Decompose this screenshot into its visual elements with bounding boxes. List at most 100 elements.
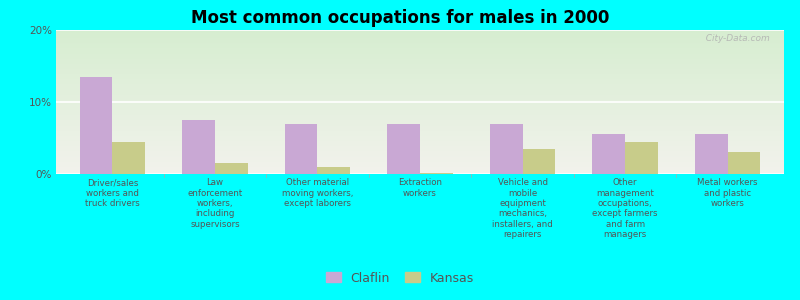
Bar bbox=[56, 124, 784, 125]
Bar bbox=[56, 149, 784, 150]
Bar bbox=[56, 34, 784, 35]
Bar bbox=[56, 65, 784, 66]
Bar bbox=[56, 43, 784, 44]
Bar bbox=[56, 60, 784, 61]
Bar bbox=[56, 154, 784, 155]
Bar bbox=[56, 64, 784, 65]
Bar bbox=[318, 167, 350, 174]
Bar bbox=[56, 89, 784, 90]
Bar bbox=[56, 122, 784, 123]
Bar bbox=[56, 151, 784, 152]
Bar bbox=[56, 97, 784, 98]
Bar bbox=[56, 74, 784, 75]
Bar bbox=[56, 147, 784, 148]
Bar bbox=[56, 58, 784, 59]
Bar bbox=[56, 37, 784, 38]
Bar bbox=[56, 108, 784, 109]
Bar bbox=[56, 106, 784, 107]
Bar bbox=[490, 124, 522, 174]
Bar bbox=[56, 148, 784, 149]
Bar bbox=[56, 31, 784, 32]
Bar bbox=[56, 144, 784, 145]
Legend: Claflin, Kansas: Claflin, Kansas bbox=[319, 265, 481, 291]
Bar bbox=[56, 93, 784, 94]
Bar bbox=[694, 134, 728, 174]
Bar bbox=[56, 71, 784, 72]
Bar bbox=[56, 92, 784, 93]
Bar bbox=[56, 75, 784, 76]
Bar bbox=[56, 127, 784, 128]
Bar bbox=[56, 161, 784, 162]
Bar bbox=[56, 162, 784, 163]
Bar bbox=[56, 77, 784, 78]
Bar bbox=[420, 172, 453, 174]
Bar bbox=[56, 36, 784, 37]
Bar bbox=[56, 160, 784, 161]
Bar bbox=[56, 131, 784, 132]
Bar bbox=[56, 130, 784, 131]
Bar bbox=[56, 110, 784, 111]
Bar bbox=[56, 55, 784, 56]
Bar bbox=[56, 172, 784, 173]
Bar bbox=[56, 114, 784, 115]
Bar bbox=[56, 173, 784, 174]
Bar bbox=[56, 150, 784, 151]
Bar bbox=[56, 170, 784, 171]
Bar bbox=[56, 165, 784, 166]
Bar bbox=[56, 76, 784, 77]
Bar bbox=[56, 48, 784, 49]
Bar bbox=[56, 157, 784, 158]
Bar bbox=[56, 80, 784, 81]
Bar bbox=[56, 135, 784, 136]
Bar bbox=[182, 120, 215, 174]
Bar bbox=[56, 103, 784, 104]
Bar bbox=[56, 70, 784, 71]
Bar bbox=[56, 68, 784, 69]
Bar bbox=[56, 116, 784, 117]
Bar bbox=[56, 105, 784, 106]
Bar bbox=[56, 123, 784, 124]
Bar bbox=[56, 32, 784, 33]
Bar bbox=[387, 124, 420, 174]
Bar bbox=[728, 152, 761, 174]
Text: Most common occupations for males in 2000: Most common occupations for males in 200… bbox=[191, 9, 609, 27]
Bar bbox=[56, 96, 784, 97]
Bar bbox=[56, 132, 784, 133]
Bar bbox=[56, 163, 784, 164]
Bar bbox=[56, 166, 784, 167]
Bar bbox=[522, 149, 555, 174]
Bar bbox=[79, 77, 112, 174]
Bar bbox=[112, 142, 146, 174]
Bar bbox=[56, 41, 784, 42]
Bar bbox=[56, 169, 784, 170]
Bar bbox=[56, 46, 784, 47]
Bar bbox=[56, 136, 784, 137]
Bar bbox=[56, 39, 784, 40]
Bar bbox=[56, 113, 784, 114]
Bar bbox=[56, 82, 784, 83]
Bar bbox=[215, 163, 248, 174]
Bar bbox=[56, 88, 784, 89]
Bar bbox=[56, 57, 784, 58]
Bar bbox=[56, 62, 784, 63]
Bar bbox=[56, 101, 784, 102]
Bar bbox=[56, 143, 784, 144]
Bar bbox=[56, 38, 784, 39]
Bar bbox=[56, 87, 784, 88]
Bar bbox=[56, 85, 784, 86]
Bar bbox=[625, 142, 658, 174]
Bar bbox=[56, 168, 784, 169]
Bar bbox=[56, 153, 784, 154]
Bar bbox=[56, 140, 784, 141]
Bar bbox=[56, 40, 784, 41]
Bar bbox=[56, 159, 784, 160]
Bar bbox=[56, 72, 784, 73]
Bar bbox=[56, 117, 784, 118]
Bar bbox=[56, 133, 784, 134]
Bar bbox=[56, 137, 784, 138]
Bar bbox=[56, 67, 784, 68]
Bar bbox=[56, 102, 784, 103]
Bar bbox=[56, 146, 784, 147]
Bar bbox=[56, 98, 784, 99]
Bar bbox=[56, 90, 784, 91]
